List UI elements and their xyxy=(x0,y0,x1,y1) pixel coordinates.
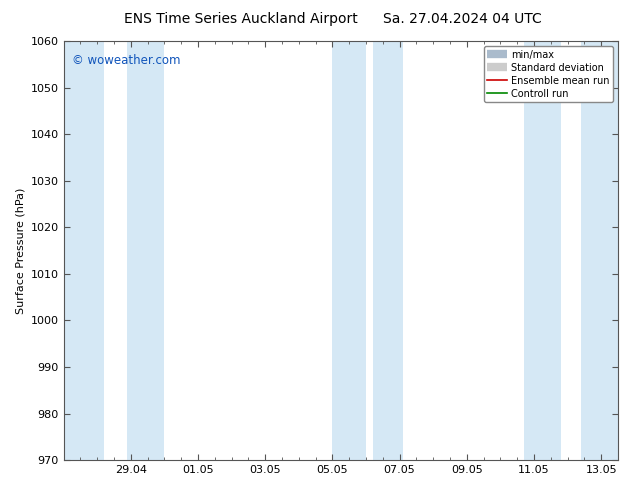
Bar xyxy=(581,41,618,460)
Text: © woweather.com: © woweather.com xyxy=(72,53,180,67)
Legend: min/max, Standard deviation, Ensemble mean run, Controll run: min/max, Standard deviation, Ensemble me… xyxy=(484,46,613,102)
Text: Sa. 27.04.2024 04 UTC: Sa. 27.04.2024 04 UTC xyxy=(384,12,542,26)
Bar xyxy=(332,41,366,460)
Text: ENS Time Series Auckland Airport: ENS Time Series Auckland Airport xyxy=(124,12,358,26)
Bar xyxy=(373,41,403,460)
Bar xyxy=(63,41,104,460)
Y-axis label: Surface Pressure (hPa): Surface Pressure (hPa) xyxy=(15,187,25,314)
Bar xyxy=(127,41,164,460)
Bar xyxy=(524,41,561,460)
